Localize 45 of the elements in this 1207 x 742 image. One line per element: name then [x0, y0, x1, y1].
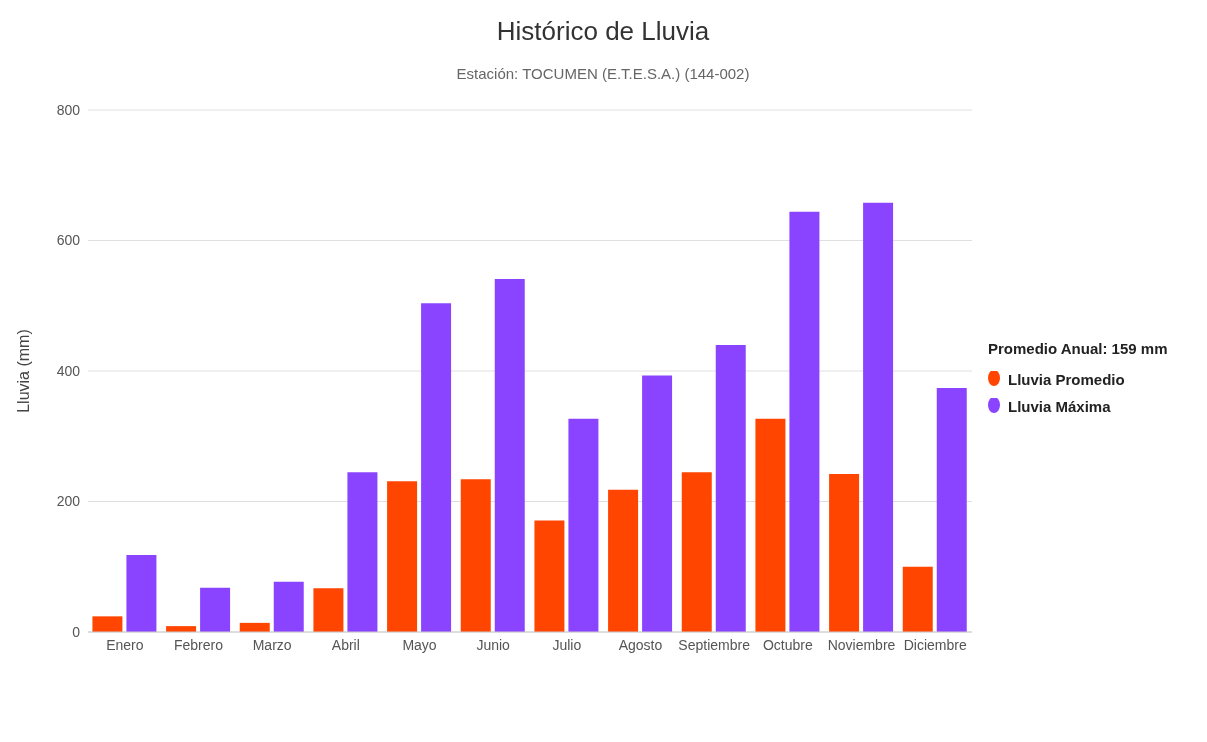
- bar: [863, 202, 894, 632]
- bar: [313, 588, 344, 632]
- x-tick-label: Agosto: [618, 636, 663, 653]
- x-tick-label: Mayo: [402, 636, 437, 653]
- bar: [789, 211, 820, 632]
- bar: [421, 303, 452, 632]
- bar: [608, 489, 639, 632]
- x-tick-label: Julio: [552, 636, 582, 653]
- bar: [273, 581, 304, 632]
- bar: [642, 375, 673, 632]
- bar: [568, 418, 599, 632]
- bar: [347, 472, 378, 632]
- chart-title: Histórico de Lluvia: [495, 16, 711, 47]
- x-tick-label: Marzo: [252, 636, 292, 653]
- bar: [902, 566, 933, 632]
- bar: [936, 387, 967, 632]
- x-tick-label: Junio: [476, 636, 511, 653]
- bar: [200, 587, 231, 632]
- x-tick-label: Abril: [331, 636, 360, 653]
- legend-title: Promedio Anual: 159 mm: [988, 339, 1169, 357]
- y-axis-title: Lluvia (mm): [14, 329, 32, 413]
- y-tick-label: 400: [56, 362, 81, 379]
- y-tick-label: 200: [56, 493, 81, 510]
- y-tick-label: 0: [72, 623, 81, 640]
- bar: [92, 616, 123, 632]
- y-tick-label: 800: [56, 101, 81, 118]
- chart-subtitle: Estación: TOCUMEN (E.T.E.S.A.) (144-002): [455, 65, 751, 82]
- bar: [126, 555, 157, 632]
- x-tick-label: Octubre: [762, 636, 813, 653]
- bar: [755, 418, 786, 632]
- x-tick-label: Noviembre: [827, 636, 896, 653]
- bar: [387, 481, 418, 632]
- bar: [494, 279, 525, 632]
- bar: [534, 520, 565, 632]
- legend-label: Lluvia Máxima: [1008, 397, 1111, 415]
- x-tick-label: Enero: [106, 636, 144, 653]
- bar: [829, 474, 860, 632]
- x-tick-label: Septiembre: [678, 636, 751, 653]
- bar: [681, 472, 712, 632]
- x-tick-label: Febrero: [173, 636, 224, 653]
- bar: [715, 344, 746, 632]
- legend-label: Lluvia Promedio: [1008, 370, 1125, 388]
- bar: [460, 479, 491, 632]
- x-tick-label: Diciembre: [903, 636, 967, 653]
- y-tick-label: 600: [56, 232, 81, 249]
